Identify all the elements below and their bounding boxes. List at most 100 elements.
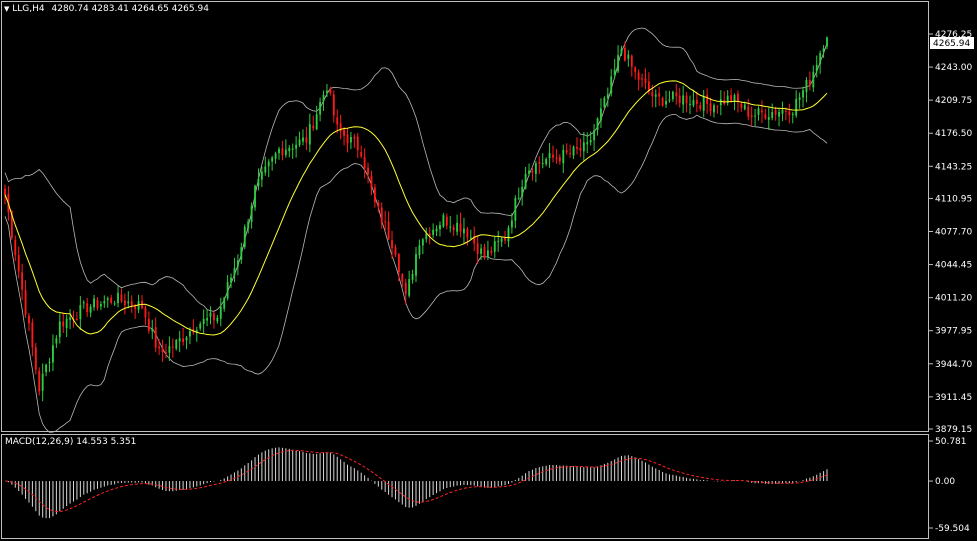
main-header: ▼ LLG,H4 4280.74 4283.41 4264.65 4265.94 [4, 4, 209, 14]
candle-body [110, 297, 113, 303]
candle-body [329, 89, 332, 94]
candle-body [219, 306, 222, 319]
candle-body [360, 151, 363, 157]
candle-body [195, 330, 198, 333]
candle-body [747, 106, 750, 117]
candle-body [79, 304, 82, 320]
macd-tick-label: -59.504 [935, 524, 970, 534]
candle-body [569, 153, 572, 155]
candle-body [713, 105, 715, 113]
candle-body [189, 331, 191, 337]
candle-body [706, 94, 709, 104]
candle-body [490, 250, 493, 253]
candle-body [689, 103, 691, 105]
price-tick-label: 4143.25 [935, 162, 972, 172]
current-price-label: 4265.94 [933, 39, 970, 49]
candle-body [497, 240, 500, 242]
candle-body [764, 114, 767, 119]
price-tick-label: 4110.95 [935, 194, 972, 204]
candle-body [418, 245, 421, 256]
candle-body [236, 260, 239, 267]
candle-body [432, 229, 435, 235]
chart-menu-icon[interactable]: ▼ [4, 5, 10, 13]
candle-body [82, 302, 85, 304]
candle-body [788, 111, 791, 116]
candle-body [613, 69, 616, 76]
price-tick-label: 4276.25 [935, 30, 972, 40]
candle-body [442, 215, 445, 227]
candle-body [154, 327, 157, 348]
candle-body [168, 346, 171, 353]
candle-body [257, 178, 260, 186]
candle-body [312, 125, 315, 129]
candle-body [671, 91, 674, 100]
candle-body [404, 282, 407, 295]
candle-body [127, 301, 130, 304]
candle-body [699, 105, 702, 109]
candle-body [754, 115, 757, 117]
candle-body [48, 361, 51, 363]
candle-body [778, 111, 780, 117]
candle-body [158, 346, 161, 349]
candle-body [17, 255, 20, 272]
candle-body [630, 55, 633, 67]
price-tick-label: 4243.00 [935, 63, 972, 73]
candle-body [421, 239, 424, 246]
candle-body [603, 97, 606, 108]
candle-body [384, 221, 387, 223]
candle-body [106, 298, 109, 300]
candle-body [144, 307, 147, 318]
candle-body [767, 117, 770, 120]
candle-body [336, 117, 339, 125]
candle-body [456, 222, 459, 232]
candle-body [606, 94, 609, 99]
candle-body [89, 306, 92, 313]
candle-body [617, 55, 620, 72]
candle-body [726, 95, 729, 104]
candle-body [308, 124, 311, 145]
candle-body [62, 321, 65, 327]
candle-body [326, 90, 328, 94]
candle-body [791, 113, 794, 115]
candle-body [709, 103, 712, 112]
price-tick-label: 4209.75 [935, 96, 972, 106]
candle-body [151, 328, 154, 332]
price-tick-label: 4176.50 [935, 129, 972, 139]
candle-body [349, 137, 352, 143]
candle-body [65, 318, 68, 329]
macd-histogram [7, 447, 828, 519]
candle-body [411, 273, 414, 280]
candle-body [353, 136, 356, 139]
candle-body [476, 243, 479, 254]
candle-body [86, 303, 89, 313]
candle-body [576, 146, 578, 149]
candle-body [555, 157, 558, 159]
candle-body [130, 301, 133, 306]
candle-body [483, 246, 486, 258]
candle-body [600, 108, 602, 121]
candle-body [199, 323, 202, 329]
candle-body [682, 95, 685, 105]
candle-body [558, 157, 561, 162]
candle-body [802, 90, 804, 98]
candle-body [452, 227, 455, 231]
candle-body [675, 92, 678, 97]
candle-body [534, 163, 537, 174]
candle-body [647, 81, 650, 92]
candle-body [760, 110, 763, 113]
candle-body [147, 318, 150, 331]
price-tick-label: 3879.15 [935, 425, 972, 435]
candle-body [750, 115, 753, 117]
candle-body [579, 147, 582, 151]
candle-body [812, 71, 815, 88]
candle-body [41, 373, 44, 391]
candle-body [346, 134, 349, 144]
candle-body [99, 303, 102, 307]
candle-body [805, 80, 808, 93]
candle-body [58, 321, 61, 337]
candle-body [634, 67, 637, 72]
candle-body [439, 224, 441, 230]
candle-body [230, 277, 232, 283]
candle-body [449, 226, 452, 228]
